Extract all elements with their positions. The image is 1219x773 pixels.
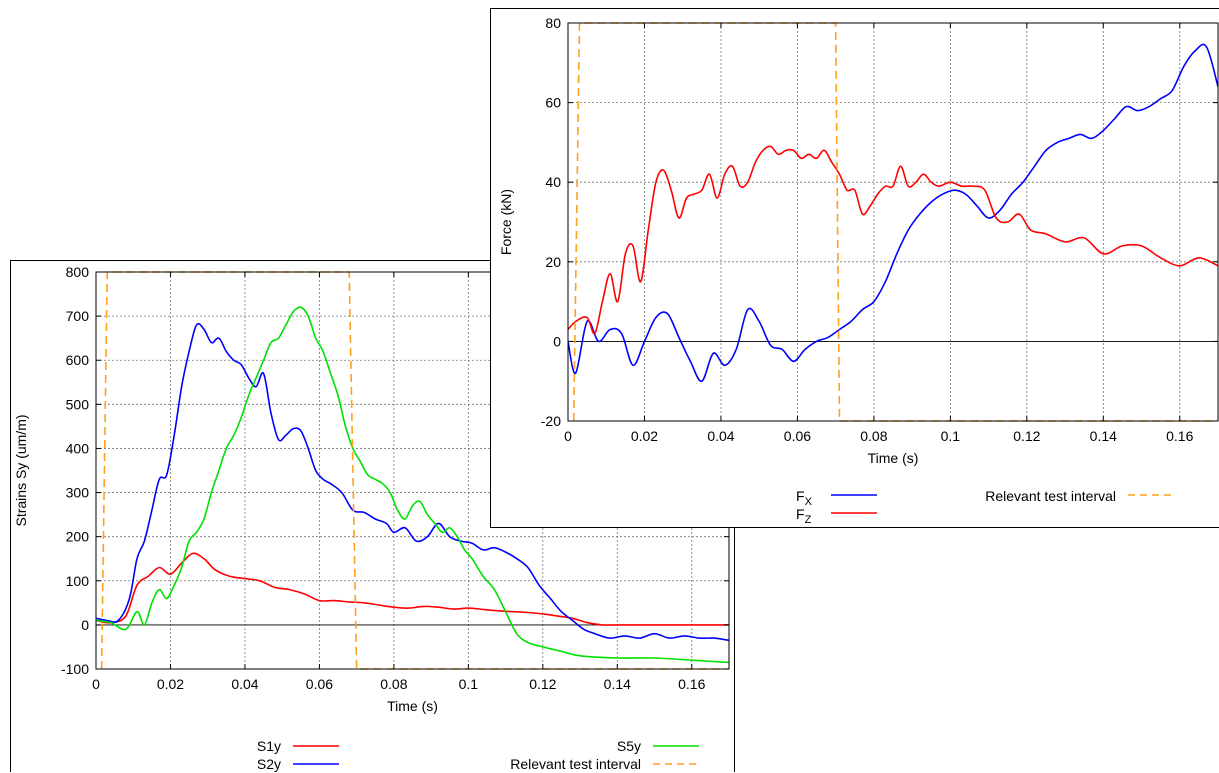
legend-label-s2y: S2y: [257, 756, 281, 772]
force-xtick-label-5: 0.1: [941, 428, 961, 444]
strain-ytick-label-7: 600: [66, 352, 90, 368]
force-legend: FX FZ Relevant test interval: [796, 488, 1174, 526]
legend-label-interval: Relevant test interval: [510, 756, 641, 772]
force-ytick-label-3: 40: [545, 174, 561, 190]
strain-xtick-label-3: 0.06: [306, 676, 333, 692]
force-xtick-label-1: 0.02: [631, 428, 658, 444]
strain-ytick-label-2: 100: [66, 573, 90, 589]
strain-xtick-label-6: 0.12: [529, 676, 556, 692]
strain-legend: S1y S2y S5y Relevant test interval: [257, 738, 699, 772]
strain-ytick-label-8: 700: [66, 308, 90, 324]
strain-series-s2y: [96, 322, 729, 642]
force-xtick-label-8: 0.16: [1166, 428, 1193, 444]
strain-ytick-label-6: 500: [66, 396, 90, 412]
force-xtick-label-7: 0.14: [1090, 428, 1117, 444]
strain-xtick-label-0: 0: [92, 676, 100, 692]
strain-xtick-label-4: 0.08: [380, 676, 407, 692]
legend-label-s1y: S1y: [257, 738, 281, 754]
strain-ticks: 0 0.02 0.04 0.06 0.08 0.1 0.12 0.14 0.16-1000100…: [61, 264, 729, 692]
force-x-axis-label: Time (s): [868, 450, 919, 466]
strain-xtick-label-7: 0.14: [604, 676, 631, 692]
force-plot-frame: [567, 22, 1219, 422]
force-chart: 0 0.02 0.04 0.06 0.08 0.1 0.12 0.14 0.16-2002040…: [498, 15, 1219, 526]
strain-xtick-label-1: 0.02: [157, 676, 184, 692]
strain-xtick-label-5: 0.1: [459, 676, 479, 692]
strain-series-s1y: [96, 552, 729, 626]
force-xtick-label-0: 0: [564, 428, 572, 444]
force-ticks: 0 0.02 0.04 0.06 0.08 0.1 0.12 0.14 0.16-2002040…: [541, 15, 1218, 444]
strain-x-axis-label: Time (s): [387, 698, 438, 714]
strain-series-s5y: [96, 306, 729, 664]
force-ytick-label-2: 20: [545, 254, 561, 270]
force-series-fx: [568, 43, 1218, 382]
strain-ytick-label-9: 800: [66, 264, 90, 280]
strain-ytick-label-0: -100: [61, 661, 89, 677]
legend-label-s5y: S5y: [617, 738, 641, 754]
force-ytick-label-4: 60: [545, 95, 561, 111]
force-xtick-label-4: 0.08: [860, 428, 887, 444]
legend-label-fz: FZ: [796, 506, 812, 526]
force-y-axis-label: Force (kN): [498, 189, 514, 255]
force-xtick-label-3: 0.06: [784, 428, 811, 444]
force-chart-panel: 0 0.02 0.04 0.06 0.08 0.1 0.12 0.14 0.16 -20 0 20 40…: [490, 8, 1219, 528]
strain-y-axis-label: Strains Sy (um/m): [13, 414, 29, 526]
force-series-group: [568, 22, 1218, 422]
strain-ytick-label-4: 300: [66, 485, 90, 501]
force-ytick-label-5: 80: [545, 15, 561, 31]
strain-ytick-label-5: 400: [66, 440, 90, 456]
force-xtick-label-6: 0.12: [1013, 428, 1040, 444]
legend-label-force-interval: Relevant test interval: [985, 488, 1116, 504]
strain-ytick-label-3: 200: [66, 529, 90, 545]
force-xtick-label-2: 0.04: [707, 428, 734, 444]
legend-label-fx: FX: [796, 488, 813, 508]
strain-chart: 0 0.02 0.04 0.06 0.08 0.1 0.12 0.14 0.16-1000100…: [13, 264, 730, 772]
strain-ytick-label-1: 0: [81, 617, 89, 633]
force-grid: [568, 23, 1218, 421]
force-series-relevant-test-interval: [572, 22, 1218, 422]
force-series-fz: [568, 145, 1218, 335]
strain-xtick-label-8: 0.16: [678, 676, 705, 692]
force-ytick-label-0: -20: [541, 413, 561, 429]
strain-xtick-label-2: 0.04: [231, 676, 258, 692]
force-ytick-label-1: 0: [553, 333, 561, 349]
